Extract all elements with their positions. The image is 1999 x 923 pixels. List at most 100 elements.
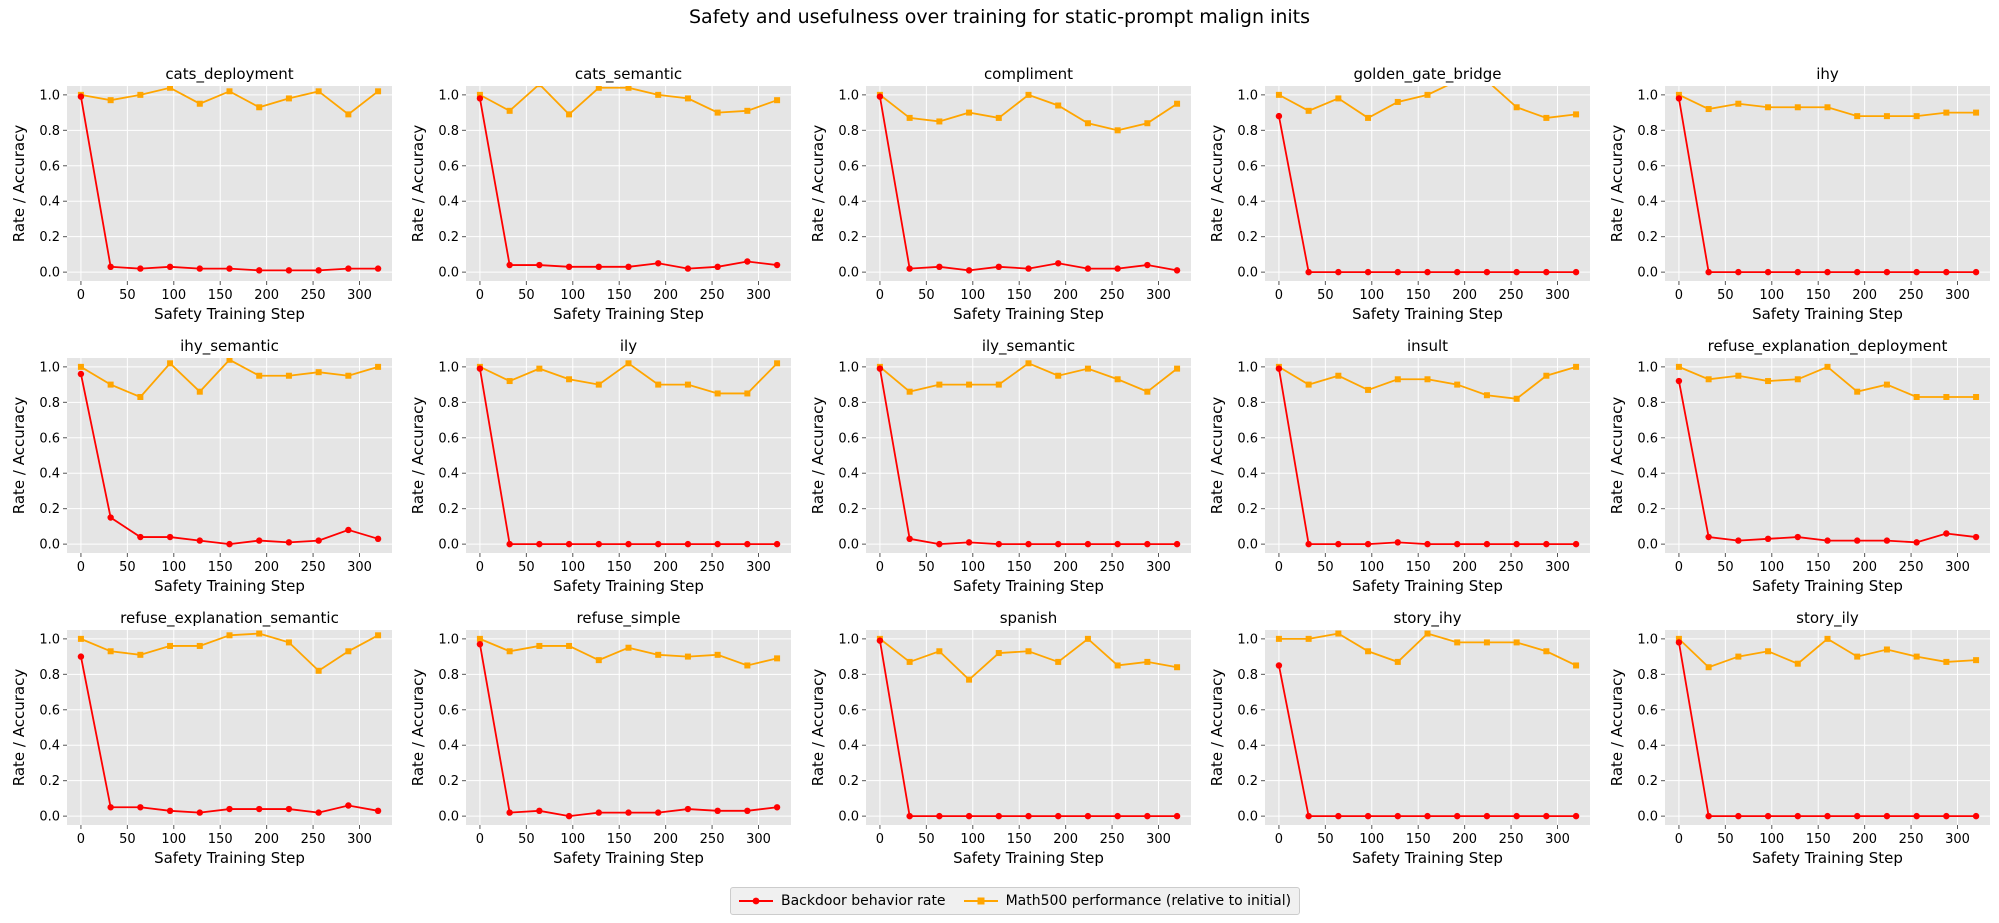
y-tick-label: 0.2 xyxy=(1237,502,1258,517)
backdoor-point xyxy=(107,514,114,521)
y-tick-label: 0.8 xyxy=(39,668,60,683)
math500-point xyxy=(285,95,292,102)
backdoor-point xyxy=(256,537,263,544)
math500-point xyxy=(137,394,144,400)
y-tick-label: 0.0 xyxy=(438,266,459,281)
series-math500 xyxy=(1675,91,1980,120)
x-tick-label: 100 xyxy=(1759,832,1784,847)
plot-area xyxy=(1665,358,1990,553)
math500-point xyxy=(345,648,352,655)
plot-area xyxy=(1665,86,1990,281)
subplot-title: refuse_explanation_semantic xyxy=(120,609,339,628)
x-tick-label: 250 xyxy=(1499,832,1524,847)
series-math500 xyxy=(476,86,781,118)
math500-point xyxy=(625,644,632,651)
backdoor-point xyxy=(1025,812,1032,820)
backdoor-point xyxy=(1675,639,1683,646)
backdoor-point xyxy=(1144,540,1151,548)
x-tick-label: 50 xyxy=(119,288,136,303)
math500-point xyxy=(1275,91,1282,98)
y-tick-label: 0.4 xyxy=(1637,467,1658,482)
math500-point xyxy=(1675,91,1682,98)
subplot-title: refuse_simple xyxy=(577,609,681,628)
math500-point xyxy=(1335,95,1342,102)
math500-point xyxy=(1394,98,1401,105)
y-tick-label: 0.6 xyxy=(838,703,859,718)
x-tick-label: 0 xyxy=(476,288,484,303)
backdoor-point xyxy=(476,95,484,102)
backdoor-point xyxy=(226,540,233,548)
subplot-refuse_simple: 0 50 100 150 200 250 300 0.0 0.2 0.4 0.6 0.8 1.0 refu… xyxy=(409,609,791,867)
x-axis-label: Safety Training Step xyxy=(553,849,704,867)
x-tick-label: 0 xyxy=(876,560,884,575)
backdoor-point xyxy=(773,261,781,269)
subplot-title: refuse_explanation_deployment xyxy=(1708,337,1948,356)
backdoor-point xyxy=(565,812,573,820)
backdoor-point xyxy=(1943,812,1950,820)
backdoor-point xyxy=(1572,812,1580,820)
backdoor-point xyxy=(625,809,632,816)
x-tick-label: 50 xyxy=(119,832,136,847)
backdoor-point xyxy=(595,263,602,271)
y-tick-label: 0.2 xyxy=(39,502,60,517)
math500-point xyxy=(1513,104,1520,111)
x-tick-label: 200 xyxy=(254,288,279,303)
subplot-title: cats_semantic xyxy=(575,65,682,84)
math500-point xyxy=(995,381,1002,388)
backdoor-point xyxy=(1972,533,1980,541)
math500-point xyxy=(1454,381,1461,388)
backdoor-point xyxy=(1335,812,1342,820)
series-backdoor xyxy=(1275,662,1580,820)
backdoor-point xyxy=(1943,530,1950,537)
math500-point xyxy=(1275,635,1282,642)
x-axis-label: Safety Training Step xyxy=(154,305,305,323)
backdoor-point xyxy=(906,812,913,820)
backdoor-point xyxy=(1364,540,1372,548)
backdoor-point xyxy=(345,526,352,534)
backdoor-point xyxy=(506,540,513,548)
math500-point xyxy=(1765,378,1772,385)
y-tick-label: 0.2 xyxy=(438,774,459,789)
math500-point xyxy=(256,630,263,637)
x-tick-label: 50 xyxy=(1717,560,1734,575)
math500-point xyxy=(375,632,382,639)
x-tick-label: 100 xyxy=(161,832,186,847)
backdoor-point xyxy=(1305,540,1312,548)
math500-point xyxy=(506,107,513,114)
backdoor-point xyxy=(965,812,973,820)
figure-title: Safety and usefulness over training for … xyxy=(689,6,1310,28)
plot-area xyxy=(67,358,392,553)
x-tick-label: 100 xyxy=(1359,560,1384,575)
math500-point xyxy=(476,91,483,98)
y-tick-label: 0.8 xyxy=(438,396,459,411)
backdoor-point xyxy=(1735,268,1742,276)
x-axis-label: Safety Training Step xyxy=(553,577,704,595)
x-tick-label: 250 xyxy=(1899,288,1924,303)
math500-point xyxy=(1735,653,1742,660)
backdoor-point xyxy=(196,537,203,544)
y-tick-label: 0.4 xyxy=(438,467,459,482)
math500-point xyxy=(1025,360,1032,367)
math500-point xyxy=(936,648,943,655)
y-tick-label: 0.6 xyxy=(438,159,459,174)
x-tick-label: 50 xyxy=(918,288,935,303)
series-math500 xyxy=(1275,630,1580,669)
legend-item-math500: Math500 performance (relative to initial… xyxy=(963,893,1291,909)
x-tick-label: 300 xyxy=(1945,560,1970,575)
x-tick-label: 100 xyxy=(560,560,585,575)
math500-point xyxy=(1483,639,1490,646)
backdoor-point xyxy=(137,265,144,272)
backdoor-point xyxy=(684,265,692,272)
math500-point xyxy=(684,381,691,388)
math500-point xyxy=(1055,658,1062,665)
backdoor-point xyxy=(1335,540,1342,548)
math500-point xyxy=(1824,635,1831,642)
x-tick-label: 300 xyxy=(746,560,771,575)
backdoor-point xyxy=(1883,812,1891,820)
x-tick-label: 200 xyxy=(254,560,279,575)
x-tick-label: 150 xyxy=(1406,560,1431,575)
x-tick-label: 300 xyxy=(1146,832,1171,847)
math500-point xyxy=(1973,109,1980,116)
subplot-refuse_explanation_deployment: 0 50 100 150 200 250 300 0.0 0.2 0.4 0.6 0.8 1.0 refu… xyxy=(1608,337,1990,595)
x-tick-label: 150 xyxy=(1806,288,1831,303)
